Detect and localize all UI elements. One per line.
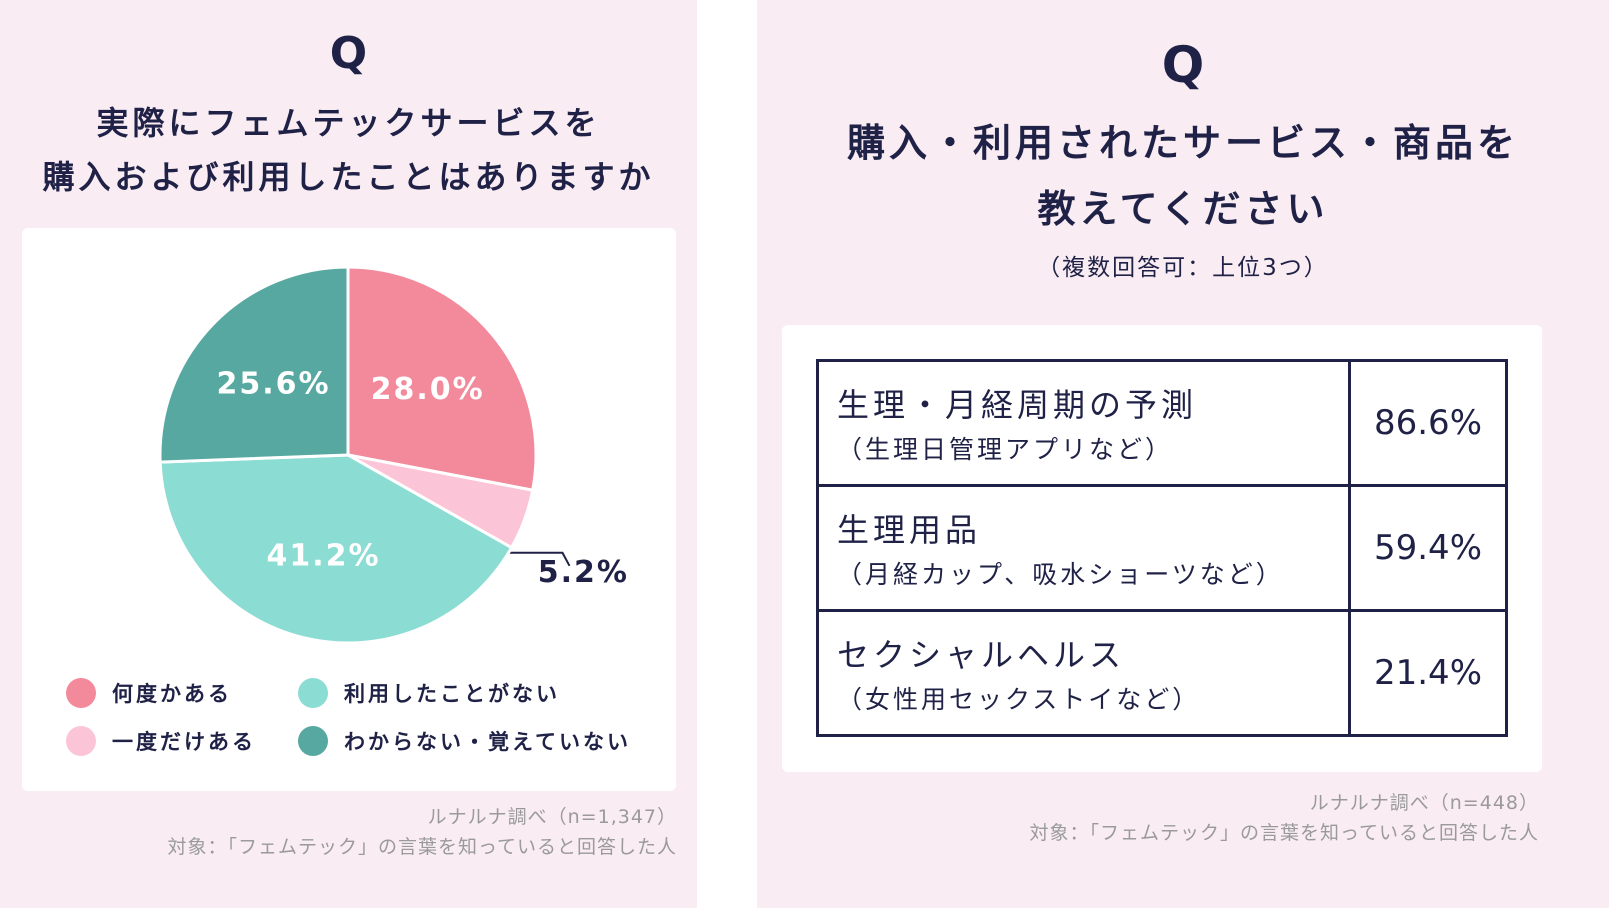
row-value: 21.4% [1348,609,1508,737]
pie-slice [158,453,514,645]
row-value: 86.6% [1348,359,1508,487]
slice-label: 41.2% [267,538,381,573]
row-name: セクシャルヘルス [837,636,1126,674]
left-panel: Q 実際にフェムテックサービスを 購入および利用したことはありますか 28.0%… [0,0,697,908]
source-text: ルナルナ調べ（n=448） [1309,792,1539,814]
table-row: 生理用品 （月経カップ、吸水ショーツなど） 59.4% [816,484,1508,612]
source-note: ルナルナ調べ（n=1,347） 対象：「フェムテック」の言葉を知っていると回答し… [167,802,677,862]
q-mark: Q [1161,36,1205,94]
legend-item: 利用したことがない [298,678,560,708]
right-panel: Q 購入・利用されたサービス・商品を 教えてください （複数回答可：上位3つ） … [757,0,1609,908]
slice-label: 5.2% [538,555,629,590]
legend-item: 何度かある [66,678,232,708]
row-value: 59.4% [1348,484,1508,612]
row-label-cell: セクシャルヘルス （女性用セックストイなど） [816,609,1351,737]
target-text: 対象：「フェムテック」の言葉を知っていると回答した人 [1029,822,1539,844]
row-detail: （生理日管理アプリなど） [837,435,1174,464]
source-note: ルナルナ調べ（n=448） 対象：「フェムテック」の言葉を知っていると回答した人 [1029,788,1539,848]
table-title: 購入・利用されたサービス・商品を 教えてください [757,110,1609,242]
legend-label: わからない・覚えていない [344,730,631,754]
legend-swatch [66,726,96,756]
row-detail: （月経カップ、吸水ショーツなど） [837,560,1284,589]
q-mark: Q [329,28,368,79]
title-line: 購入および利用したことはありますか [42,158,655,196]
target-text: 対象：「フェムテック」の言葉を知っていると回答した人 [167,836,677,858]
pie-card: 28.0% 5.2% 41.2% 25.6% 何度かある 一度だけある 利用したことが… [22,228,676,791]
row-label-cell: 生理用品 （月経カップ、吸水ショーツなど） [816,484,1351,612]
pie-slice [158,265,350,464]
slice-label: 28.0% [371,372,485,407]
leader-line [508,551,571,567]
table-card: 生理・月経周期の予測 （生理日管理アプリなど） 86.6% 生理用品 （月経カップ、吸水… [782,325,1542,772]
pie-chart: 28.0% 5.2% 41.2% 25.6% [158,265,629,645]
results-table: 生理・月経周期の予測 （生理日管理アプリなど） 86.6% 生理用品 （月経カップ、吸水… [816,359,1508,737]
source-text: ルナルナ調べ（n=1,347） [427,806,677,828]
title-line: 購入・利用されたサービス・商品を [846,121,1519,165]
legend-item: 一度だけある [66,726,256,756]
table-row: 生理・月経周期の予測 （生理日管理アプリなど） 86.6% [816,359,1508,487]
row-name: 生理・月経周期の予測 [837,386,1198,424]
table-row: セクシャルヘルス （女性用セックストイなど） 21.4% [816,609,1508,737]
row-label-cell: 生理・月経周期の予測 （生理日管理アプリなど） [816,359,1351,487]
chart-title: 実際にフェムテックサービスを 購入および利用したことはありますか [0,96,697,204]
title-line: 教えてください [1037,187,1329,231]
slice-label: 25.6% [216,366,330,401]
legend-label: 利用したことがない [344,682,560,706]
legend-swatch [298,678,328,708]
title-line: 実際にフェムテックサービスを [96,104,601,142]
legend-swatch [298,726,328,756]
subtitle: （複数回答可：上位3つ） [1037,255,1329,281]
legend-label: 何度かある [112,682,232,706]
legend-swatch [66,678,96,708]
pie-slice [346,265,538,492]
legend-item: わからない・覚えていない [298,726,631,756]
row-detail: （女性用セックストイなど） [837,685,1201,714]
row-name: 生理用品 [837,511,982,549]
legend-label: 一度だけある [112,730,256,754]
